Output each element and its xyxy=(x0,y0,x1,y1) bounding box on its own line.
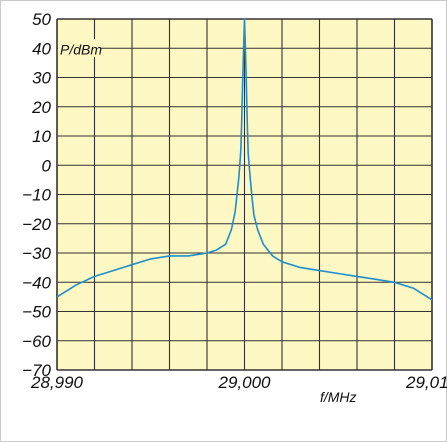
y-tick-label: 0 xyxy=(42,156,52,175)
x-tick-label: 29,010 xyxy=(405,373,447,392)
spectrum-line xyxy=(56,18,433,301)
x-tick-label: 29,000 xyxy=(218,373,272,392)
y-tick-label: 50 xyxy=(32,10,51,29)
y-tick-labels: 50 40 30 20 10 0 −10 −20 −30 −40 −50 −60 −70 xyxy=(22,10,51,380)
x-tick-labels: 28,990 29,000 29,010 xyxy=(30,373,447,392)
y-tick-label: −70 xyxy=(22,361,51,380)
y-axis-label: P/dBm xyxy=(60,41,102,57)
y-tick-label: 10 xyxy=(32,127,51,146)
y-tick-label: 20 xyxy=(31,98,51,117)
y-tick-label: 30 xyxy=(32,69,51,88)
y-tick-label: −10 xyxy=(22,186,51,205)
y-tick-label: −50 xyxy=(22,303,51,322)
y-tick-label: 40 xyxy=(32,39,51,58)
grid xyxy=(56,18,433,371)
x-axis-label: f/MHz xyxy=(320,389,357,405)
y-axis-label-background xyxy=(58,39,100,58)
y-tick-label: −40 xyxy=(22,273,51,292)
x-tick-label: 28,990 xyxy=(30,373,84,392)
y-tick-label: −60 xyxy=(22,332,51,351)
y-tick-label: −20 xyxy=(22,215,51,234)
y-tick-label: −30 xyxy=(22,244,51,263)
